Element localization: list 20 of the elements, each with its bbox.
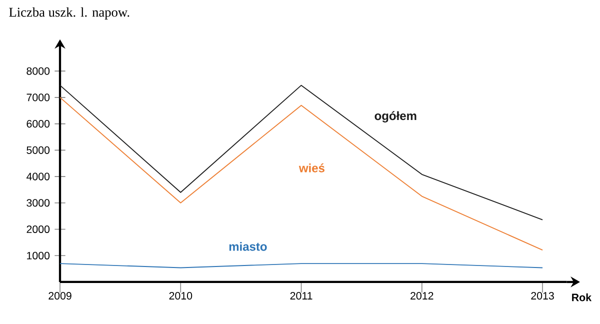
y-tick-label: 5000 (26, 146, 50, 154)
x-tick-label: 2009 (48, 292, 72, 300)
x-tick-label: 2010 (169, 292, 192, 300)
x-tick-label: 2012 (410, 292, 434, 300)
x-axis-title: Rok (572, 293, 592, 302)
series-label: miasto (229, 242, 267, 251)
y-tick-label: 6000 (26, 120, 50, 128)
y-tick-label: 1000 (27, 252, 50, 260)
line-series (60, 84, 543, 220)
series-label: ogółem (374, 111, 416, 123)
line-series (60, 96, 543, 251)
y-tick-label: 4000 (26, 172, 50, 180)
y-axis-title: Liczba uszk. l. napow. (9, 7, 130, 20)
y-tick-label: 7000 (26, 94, 50, 102)
text: wieś (298, 163, 324, 172)
y-tick-label: 8000 (26, 67, 50, 75)
y-tick-label: 3000 (26, 199, 50, 207)
y-tick-label: 2000 (26, 225, 50, 234)
x-tick-label: 2013 (531, 292, 554, 300)
x-tick-label: 2011 (290, 292, 312, 300)
